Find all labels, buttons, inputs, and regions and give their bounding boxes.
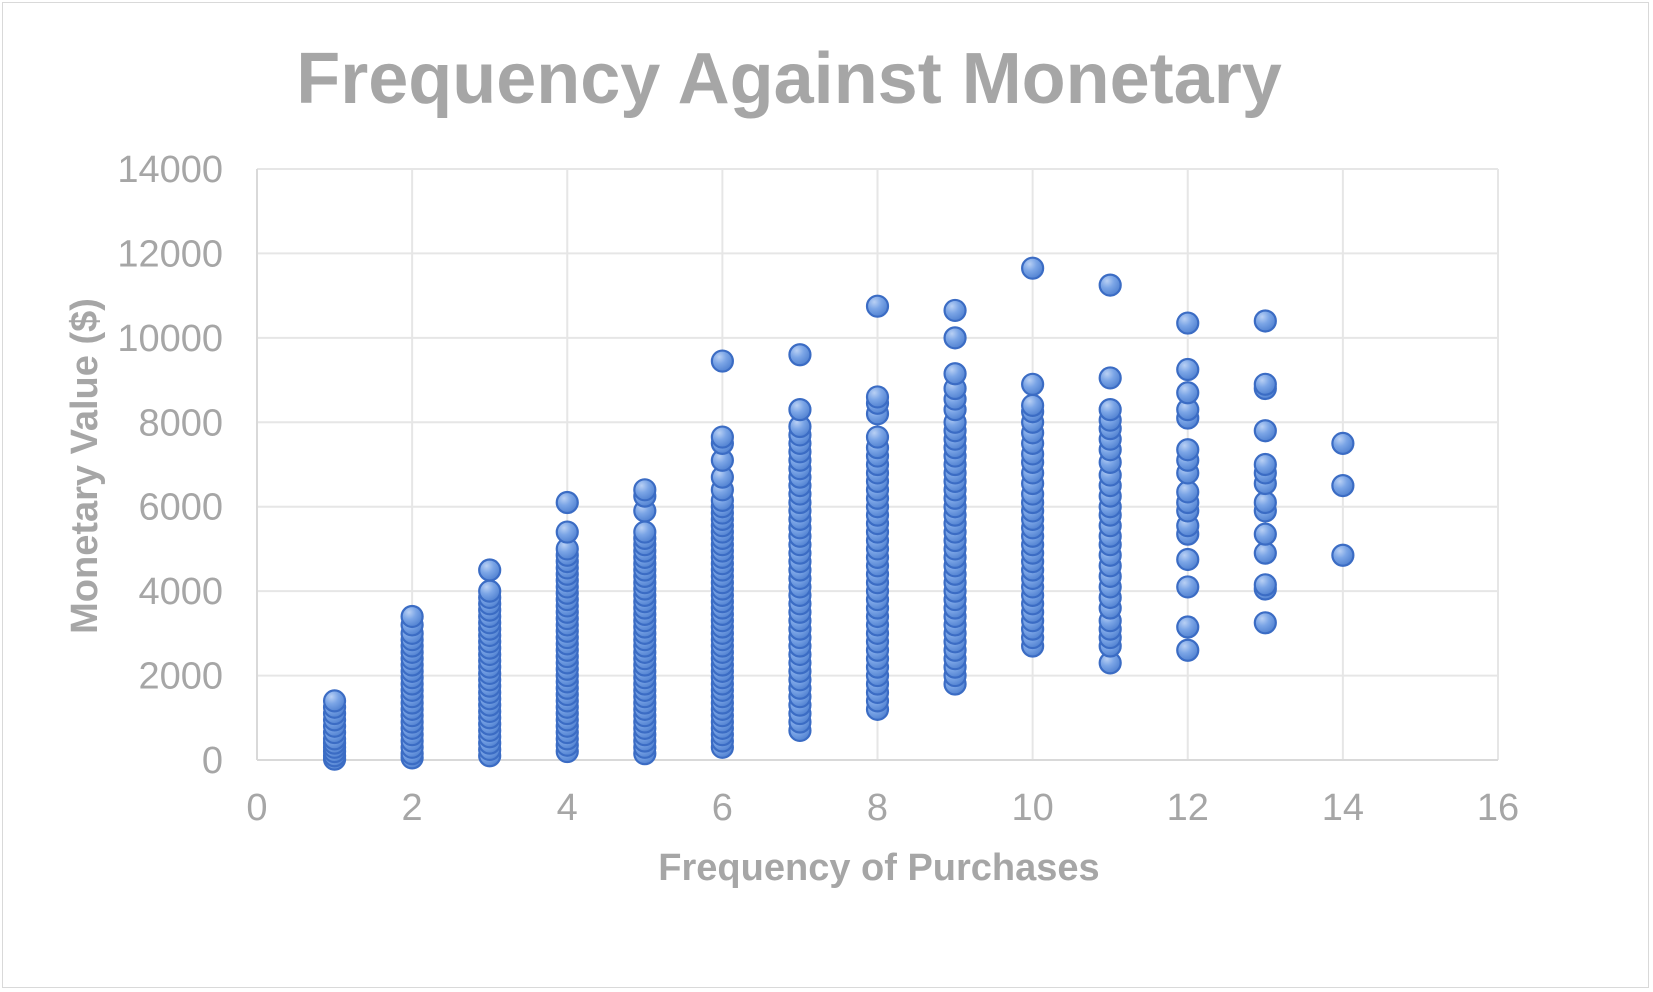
data-point: [788, 398, 812, 422]
x-tick-label: 16: [1477, 787, 1519, 829]
data-point: [1253, 541, 1277, 565]
y-axis-tick-labels: 0 2000 4000 6000 8000 10000 12000 14000: [117, 149, 223, 782]
data-point: [1098, 398, 1122, 422]
y-tick-label: 2000: [138, 656, 223, 698]
data-point: [1176, 575, 1200, 599]
data-point: [1176, 547, 1200, 572]
data-point: [865, 385, 890, 409]
data-point: [710, 349, 734, 373]
y-tick-label: 8000: [138, 402, 223, 444]
data-point: [1176, 438, 1200, 462]
x-tick-label: 12: [1167, 787, 1209, 829]
data-point: [788, 343, 812, 367]
data-point: [1176, 311, 1200, 335]
data-point: [555, 490, 579, 515]
data-point: [1253, 573, 1277, 597]
data-point: [555, 520, 579, 544]
data-point: [1021, 372, 1045, 396]
x-tick-label: 14: [1322, 787, 1364, 829]
data-point: [400, 604, 424, 629]
data-point: [1176, 638, 1200, 662]
data-point: [1098, 366, 1122, 390]
data-point: [865, 425, 890, 449]
data-point: [710, 425, 734, 449]
data-point: [1253, 522, 1277, 546]
data-point: [633, 478, 657, 502]
x-tick-label: 8: [867, 787, 888, 829]
data-points: [322, 256, 1355, 771]
data-point: [1253, 419, 1277, 443]
x-tick-label: 6: [712, 787, 733, 829]
data-point: [1331, 543, 1355, 567]
data-point: [1253, 309, 1277, 333]
data-point: [1176, 381, 1200, 405]
data-point: [1331, 431, 1355, 455]
data-point: [478, 558, 502, 582]
y-axis-title: Monetary Value ($): [64, 298, 106, 634]
data-point: [1176, 480, 1200, 504]
data-point: [1176, 357, 1200, 382]
y-tick-label: 6000: [138, 487, 223, 529]
data-point: [1331, 474, 1355, 498]
data-point: [865, 294, 890, 318]
y-tick-label: 10000: [117, 318, 223, 360]
data-point: [943, 326, 967, 350]
x-tick-label: 10: [1011, 787, 1053, 829]
chart-title: Frequency Against Monetary: [296, 39, 1282, 119]
data-point: [1253, 452, 1277, 477]
y-tick-label: 14000: [117, 149, 223, 191]
y-tick-label: 12000: [117, 233, 223, 275]
y-tick-label: 0: [202, 740, 223, 782]
data-point: [1176, 615, 1200, 639]
data-point: [1021, 393, 1045, 417]
data-point: [943, 298, 967, 323]
data-point: [478, 579, 502, 603]
x-tick-label: 2: [402, 787, 423, 829]
data-point: [1253, 372, 1277, 396]
data-point: [1021, 256, 1045, 280]
x-tick-label: 0: [246, 787, 267, 829]
axes: [256, 169, 1498, 761]
data-point: [322, 689, 347, 713]
x-tick-label: 4: [557, 787, 578, 829]
y-tick-label: 4000: [138, 571, 223, 613]
data-point: [633, 520, 657, 544]
x-axis-title: Frequency of Purchases: [658, 847, 1099, 889]
x-axis-tick-labels: 0 2 4 6 8 10 12 14 16: [246, 787, 1519, 829]
data-point: [1253, 611, 1277, 635]
data-point: [1253, 490, 1277, 515]
data-point: [943, 362, 967, 386]
data-point: [1098, 273, 1122, 297]
scatter-chart: Frequency Against Monetary 0 2000 4000 6000…: [64, 39, 1519, 889]
